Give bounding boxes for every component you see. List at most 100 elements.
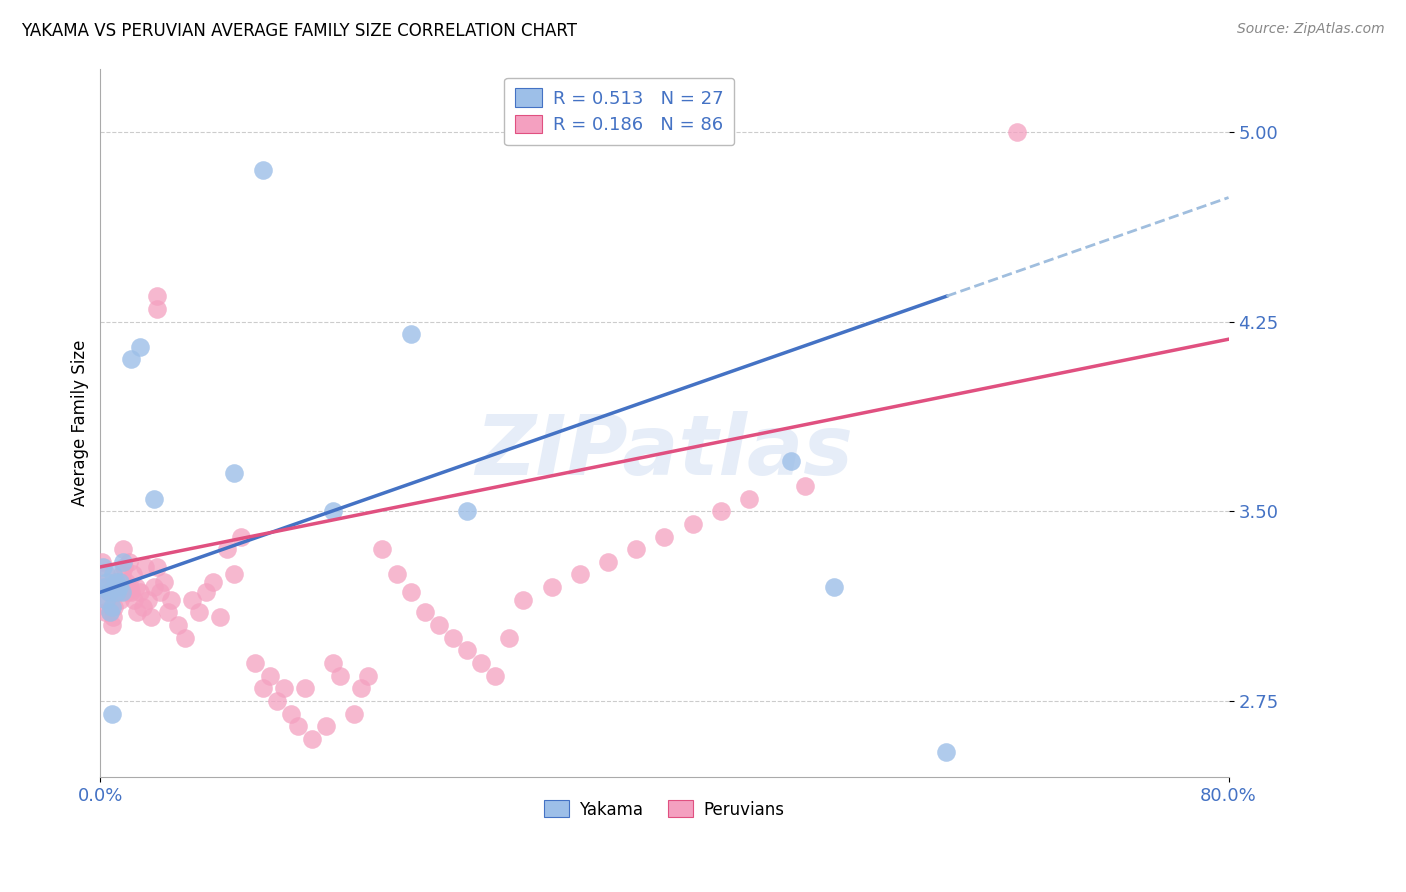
Point — [568, 567, 591, 582]
Point — [322, 504, 344, 518]
Point — [108, 592, 131, 607]
Point — [385, 567, 408, 582]
Text: Source: ZipAtlas.com: Source: ZipAtlas.com — [1237, 22, 1385, 37]
Point — [427, 618, 450, 632]
Point — [710, 504, 733, 518]
Point — [100, 600, 122, 615]
Point — [1005, 125, 1028, 139]
Point — [105, 580, 128, 594]
Point — [512, 592, 534, 607]
Point — [107, 580, 129, 594]
Text: ZIPatlas: ZIPatlas — [475, 410, 853, 491]
Point — [98, 606, 121, 620]
Point — [202, 575, 225, 590]
Point — [273, 681, 295, 696]
Point — [935, 745, 957, 759]
Point — [167, 618, 190, 632]
Point — [142, 580, 165, 594]
Point — [399, 585, 422, 599]
Point — [596, 555, 619, 569]
Point — [114, 575, 136, 590]
Point — [100, 706, 122, 721]
Point — [682, 516, 704, 531]
Point — [315, 719, 337, 733]
Point — [108, 575, 131, 590]
Point — [294, 681, 316, 696]
Point — [540, 580, 562, 594]
Point — [413, 606, 436, 620]
Point — [128, 340, 150, 354]
Point — [103, 600, 125, 615]
Point — [111, 542, 134, 557]
Point — [456, 504, 478, 518]
Point — [181, 592, 204, 607]
Point — [120, 352, 142, 367]
Point — [280, 706, 302, 721]
Point — [111, 555, 134, 569]
Point — [371, 542, 394, 557]
Point — [498, 631, 520, 645]
Point — [118, 580, 141, 594]
Point — [145, 289, 167, 303]
Point — [94, 567, 117, 582]
Point — [103, 580, 125, 594]
Point — [188, 606, 211, 620]
Point — [149, 585, 172, 599]
Text: YAKAMA VS PERUVIAN AVERAGE FAMILY SIZE CORRELATION CHART: YAKAMA VS PERUVIAN AVERAGE FAMILY SIZE C… — [21, 22, 576, 40]
Point — [101, 567, 124, 582]
Point — [287, 719, 309, 733]
Point — [145, 301, 167, 316]
Point — [125, 606, 148, 620]
Point — [107, 585, 129, 599]
Point — [91, 580, 114, 594]
Point — [101, 610, 124, 624]
Point — [654, 529, 676, 543]
Point — [112, 560, 135, 574]
Point — [217, 542, 239, 557]
Point — [266, 694, 288, 708]
Point — [399, 327, 422, 342]
Point — [823, 580, 845, 594]
Legend: Yakama, Peruvians: Yakama, Peruvians — [537, 794, 792, 825]
Point — [456, 643, 478, 657]
Point — [97, 585, 120, 599]
Point — [110, 585, 132, 599]
Point — [96, 575, 118, 590]
Point — [153, 575, 176, 590]
Point — [120, 585, 142, 599]
Point — [128, 585, 150, 599]
Point — [470, 656, 492, 670]
Point — [131, 600, 153, 615]
Point — [145, 560, 167, 574]
Point — [117, 555, 139, 569]
Point — [301, 731, 323, 746]
Point — [780, 453, 803, 467]
Point — [357, 668, 380, 682]
Point — [350, 681, 373, 696]
Point — [343, 706, 366, 721]
Point — [98, 606, 121, 620]
Point — [136, 592, 159, 607]
Point — [124, 580, 146, 594]
Point — [322, 656, 344, 670]
Point — [134, 560, 156, 574]
Point — [259, 668, 281, 682]
Point — [441, 631, 464, 645]
Point — [224, 567, 246, 582]
Point — [115, 585, 138, 599]
Point — [245, 656, 267, 670]
Point — [93, 580, 115, 594]
Point — [110, 567, 132, 582]
Point — [142, 491, 165, 506]
Y-axis label: Average Family Size: Average Family Size — [72, 340, 89, 506]
Point — [97, 585, 120, 599]
Point — [231, 529, 253, 543]
Point — [105, 585, 128, 599]
Point — [224, 467, 246, 481]
Point — [195, 585, 218, 599]
Point — [90, 555, 112, 569]
Point — [93, 606, 115, 620]
Point — [104, 575, 127, 590]
Point — [626, 542, 648, 557]
Point — [94, 592, 117, 607]
